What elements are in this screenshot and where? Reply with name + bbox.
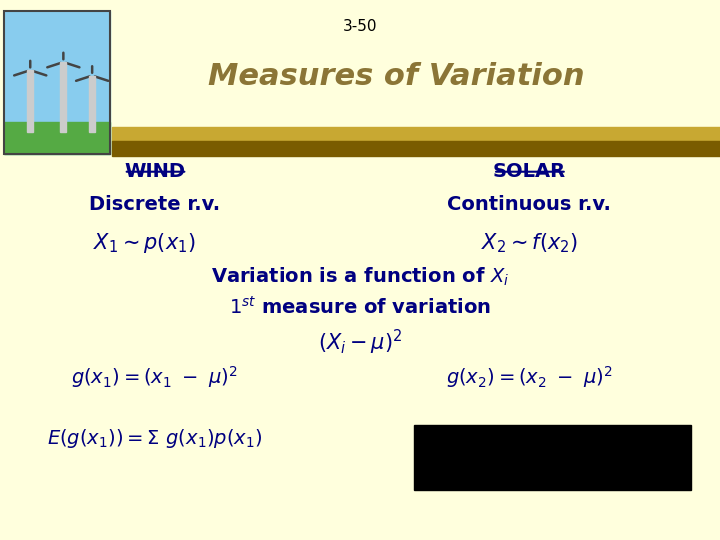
Bar	[112, 141, 720, 156]
Text: $X_2 \sim f(x_2)$: $X_2 \sim f(x_2)$	[481, 231, 577, 255]
Bar	[112, 127, 720, 141]
Text: $g(x_2) = (x_2\ -\ \mu)^2$: $g(x_2) = (x_2\ -\ \mu)^2$	[446, 364, 613, 390]
Text: $E(g(x_1)) = \Sigma\ g(x_1)p(x_1)$: $E(g(x_1)) = \Sigma\ g(x_1)p(x_1)$	[47, 427, 263, 450]
Text: Discrete r.v.: Discrete r.v.	[89, 195, 220, 214]
Text: WIND: WIND	[125, 162, 185, 181]
Text: 3-50: 3-50	[343, 19, 377, 34]
Text: $X_1 \sim p(x_1)$: $X_1 \sim p(x_1)$	[93, 231, 195, 255]
Text: $(X_i - \mu)^2$: $(X_i - \mu)^2$	[318, 328, 402, 357]
Text: $1^{st}$ measure of variation: $1^{st}$ measure of variation	[229, 296, 491, 318]
Text: $g(x_1) = (x_1\ -\ \mu)^2$: $g(x_1) = (x_1\ -\ \mu)^2$	[71, 364, 238, 390]
Bar	[89, 76, 95, 132]
Text: SOLAR: SOLAR	[492, 162, 566, 181]
Bar	[4, 122, 110, 154]
Bar	[27, 70, 33, 132]
Bar	[4, 11, 110, 154]
Bar	[414, 425, 691, 490]
Bar	[4, 11, 110, 154]
Text: Continuous r.v.: Continuous r.v.	[447, 195, 611, 214]
Text: Measures of Variation: Measures of Variation	[207, 62, 585, 91]
Text: Variation is a function of $X_i$: Variation is a function of $X_i$	[211, 266, 509, 288]
Bar	[60, 62, 66, 132]
